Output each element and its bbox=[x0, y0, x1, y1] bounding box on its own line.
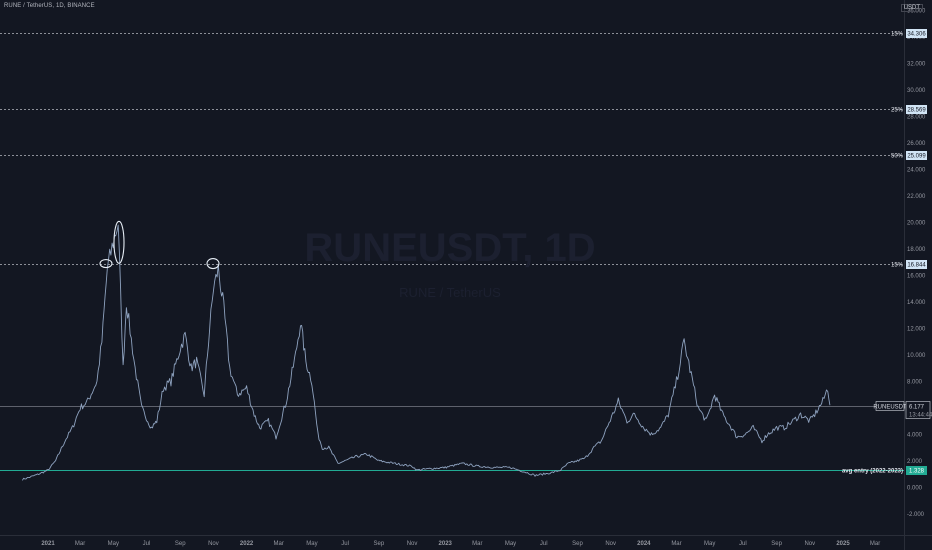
symbol-title[interactable]: RUNE / TetherUS, 1D, BINANCE bbox=[4, 3, 95, 9]
price-tick-label: 8.000 bbox=[907, 379, 923, 385]
price-tick-label: 0.000 bbox=[907, 485, 923, 491]
time-tick-label: Nov bbox=[208, 541, 219, 547]
time-tick-label: Nov bbox=[605, 541, 616, 547]
annotations bbox=[99, 220, 220, 270]
price-tags: 34.306 28.569 25.099 16.844 1.328 RUNEUSDT 6.1… bbox=[873, 29, 932, 475]
time-tick-label: Mar bbox=[472, 541, 482, 547]
current-price-tag-bg bbox=[905, 401, 931, 419]
highlight-ellipse bbox=[99, 258, 113, 269]
time-tick-label: May bbox=[505, 541, 516, 547]
level-price-tag-bg bbox=[906, 260, 927, 269]
price-tick-label: -2.000 bbox=[907, 512, 925, 518]
fib-level-label: 15% bbox=[891, 263, 904, 269]
time-tick-label: May bbox=[306, 541, 317, 547]
price-tick-label: 30.000 bbox=[907, 88, 926, 94]
price-axis[interactable]: -2.0000.0002.0004.0006.0008.00010.00012.… bbox=[907, 9, 926, 518]
time-tick-label: May bbox=[704, 541, 715, 547]
time-tick-label: 2024 bbox=[637, 541, 651, 547]
time-tick-label: Mar bbox=[671, 541, 681, 547]
level-price-tag: 28.569 bbox=[907, 108, 926, 114]
time-tick-label: Mar bbox=[870, 541, 880, 547]
price-tick-label: 34.000 bbox=[907, 35, 926, 41]
level-price-tag-bg bbox=[906, 105, 927, 114]
time-tick-label: Jul bbox=[540, 541, 548, 547]
time-tick-label: Nov bbox=[804, 541, 815, 547]
fib-level-label: 50% bbox=[891, 154, 904, 160]
time-tick-label: 2022 bbox=[240, 541, 254, 547]
time-tick-label: Nov bbox=[407, 541, 418, 547]
time-tick-label: 2025 bbox=[836, 541, 850, 547]
fib-level-label: 15% bbox=[891, 32, 904, 38]
time-tick-label: May bbox=[108, 541, 119, 547]
level-price-tag-bg bbox=[906, 29, 927, 38]
price-series-line bbox=[22, 224, 831, 481]
time-tick-label: 2021 bbox=[41, 541, 55, 547]
price-tick-label: 28.000 bbox=[907, 115, 926, 121]
fib-level-label: 25% bbox=[891, 108, 904, 114]
time-tick-label: Sep bbox=[373, 541, 384, 547]
time-tick-label: Jul bbox=[143, 541, 151, 547]
price-tick-label: 14.000 bbox=[907, 300, 926, 306]
level-price-tag-bg bbox=[906, 466, 927, 475]
price-tick-label: 26.000 bbox=[907, 141, 926, 147]
level-price-tag: 34.306 bbox=[907, 32, 926, 38]
price-tick-label: 24.000 bbox=[907, 168, 926, 174]
time-tick-label: Mar bbox=[75, 541, 85, 547]
time-tick-label: 2023 bbox=[439, 541, 453, 547]
price-tick-label: 22.000 bbox=[907, 194, 926, 200]
time-tick-label: Jul bbox=[341, 541, 349, 547]
time-tick-label: Sep bbox=[175, 541, 186, 547]
countdown-tag: 13:44:44 bbox=[909, 413, 932, 419]
time-tick-label: Jul bbox=[739, 541, 747, 547]
price-tick-label: 2.000 bbox=[907, 459, 923, 465]
level-price-tag: 1.328 bbox=[909, 469, 925, 475]
price-tick-label: 32.000 bbox=[907, 62, 926, 68]
time-tick-label: Sep bbox=[771, 541, 782, 547]
highlight-ellipse bbox=[113, 220, 125, 264]
time-tick-label: Mar bbox=[274, 541, 284, 547]
price-tick-label: 20.000 bbox=[907, 220, 926, 226]
price-tick-label: 16.000 bbox=[907, 273, 926, 279]
horizontal-levels: 15% 25% 50% 15% avg entry (2022-2023) bbox=[0, 32, 905, 475]
level-price-tag: 25.099 bbox=[907, 154, 926, 160]
current-price-tag: 6.177 bbox=[909, 405, 925, 411]
price-tick-label: 18.000 bbox=[907, 247, 926, 253]
price-tick-label: 10.000 bbox=[907, 353, 926, 359]
highlight-ellipse bbox=[206, 257, 220, 270]
avg-entry-label: avg entry (2022-2023) bbox=[842, 469, 903, 475]
level-price-tag: 16.844 bbox=[907, 263, 926, 269]
time-axis[interactable]: 2021 Mar May Jul Sep Nov 2022 Mar May Jul Sep Nov 20… bbox=[41, 541, 880, 547]
price-tick-label: 4.000 bbox=[907, 432, 923, 438]
symbol-tag-bg bbox=[875, 401, 905, 411]
time-tick-label: Sep bbox=[572, 541, 583, 547]
price-tick-label: 12.000 bbox=[907, 326, 926, 332]
symbol-tag: RUNEUSDT bbox=[873, 405, 907, 411]
currency-label[interactable]: USDT bbox=[900, 4, 923, 12]
level-price-tag-bg bbox=[906, 151, 927, 160]
